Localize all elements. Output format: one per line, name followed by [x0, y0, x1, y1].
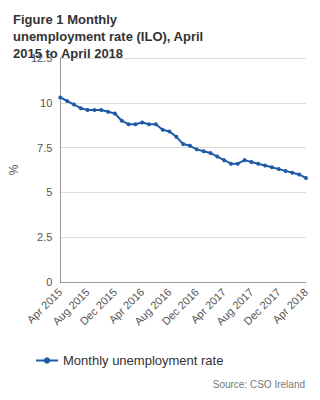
svg-text:5: 5 — [46, 186, 52, 198]
svg-text:2015 to April 2018: 2015 to April 2018 — [13, 46, 123, 61]
svg-text:Dec 2016: Dec 2016 — [159, 285, 201, 328]
svg-text:7.5: 7.5 — [37, 142, 52, 154]
svg-text:Dec 2017: Dec 2017 — [241, 285, 283, 328]
svg-text:Aug 2015: Aug 2015 — [50, 285, 92, 328]
svg-text:Aug 2016: Aug 2016 — [132, 285, 174, 328]
svg-text:Apr 2017: Apr 2017 — [188, 285, 229, 326]
svg-text:Aug 2017: Aug 2017 — [213, 285, 256, 328]
svg-text:%: % — [7, 164, 21, 175]
svg-text:Figure 1 Monthly: Figure 1 Monthly — [13, 12, 121, 27]
svg-text:Dec 2015: Dec 2015 — [77, 285, 120, 328]
svg-text:Monthly unemployment rate: Monthly unemployment rate — [63, 353, 223, 368]
svg-text:Source: CSO Ireland: Source: CSO Ireland — [213, 379, 305, 390]
svg-text:0: 0 — [46, 276, 52, 288]
svg-text:unemployment rate (ILO), April: unemployment rate (ILO), April — [13, 29, 207, 44]
svg-text:Apr 2018: Apr 2018 — [270, 286, 310, 326]
svg-text:Apr 2016: Apr 2016 — [106, 285, 147, 326]
svg-text:2.5: 2.5 — [37, 231, 52, 243]
svg-text:Apr 2015: Apr 2015 — [24, 285, 65, 326]
svg-text:10: 10 — [40, 97, 52, 109]
